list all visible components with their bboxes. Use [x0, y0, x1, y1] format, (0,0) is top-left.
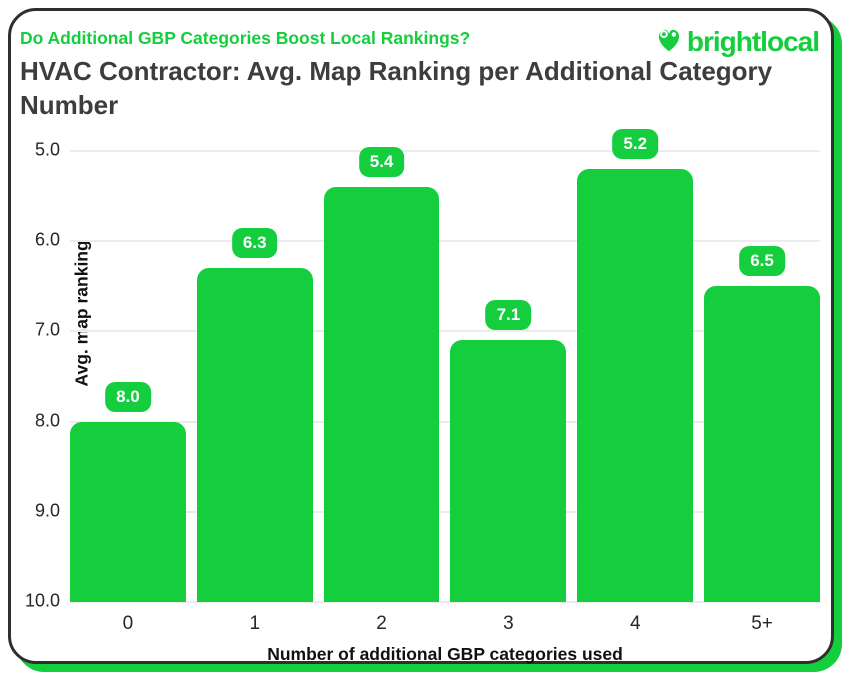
x-axis-label: Number of additional GBP categories used — [267, 644, 623, 664]
y-tick-label: 10.0 — [24, 590, 60, 611]
x-tick-label: 1 — [249, 613, 261, 634]
chart-kicker: Do Additional GBP Categories Boost Local… — [20, 28, 471, 48]
gridline — [70, 150, 820, 152]
gridline — [70, 601, 820, 603]
y-tick-label: 9.0 — [34, 500, 60, 521]
bar-slot: 5.2 — [577, 129, 694, 602]
value-badge: 5.4 — [358, 147, 405, 178]
x-tick-label: 4 — [629, 613, 641, 634]
bar-category-5+ — [704, 286, 820, 602]
bar-category-1 — [196, 268, 313, 602]
y-tick-label: 7.0 — [34, 319, 60, 340]
value-badge: 5.2 — [612, 129, 659, 160]
y-tick-label: 8.0 — [34, 410, 60, 431]
plot-area: 5.0 6.0 7.0 8.0 9.0 10.0 8.0 6.3 5.4 7.1 5.2 6.5 — [25, 129, 820, 610]
brightlocal-logo: brightlocal — [654, 24, 820, 59]
x-tick-label: 5+ — [751, 613, 773, 634]
x-tick-label: 0 — [122, 613, 134, 634]
bar-slot: 8.0 — [70, 151, 186, 602]
y-tick-label: 5.0 — [34, 139, 60, 160]
gridline — [70, 330, 820, 333]
brightlocal-logo-text: brightlocal — [686, 25, 820, 57]
x-tick-label: 3 — [503, 613, 514, 634]
x-tick-label: 2 — [376, 613, 387, 634]
gridline — [70, 240, 820, 243]
bar-slot: 7.1 — [450, 151, 567, 602]
brightlocal-heart-pin-icon — [654, 24, 684, 59]
value-badge: 7.1 — [485, 300, 532, 331]
bars-container: 8.0 6.3 5.4 7.1 5.2 6.5 — [70, 129, 820, 602]
bar-slot: 5.4 — [323, 147, 440, 602]
bar-category-3 — [450, 340, 567, 602]
y-tick-label: 6.0 — [34, 229, 60, 250]
bar-slot: 6.3 — [196, 151, 313, 602]
chart-card: Do Additional GBP Categories Boost Local… — [8, 8, 834, 664]
value-badge: 8.0 — [105, 381, 151, 412]
bar-category-4 — [577, 169, 694, 602]
x-tick-labels: 0 1 2 3 4 5+ — [70, 613, 820, 635]
bar-category-2 — [323, 187, 440, 602]
gridline — [70, 420, 820, 423]
chart-title: HVAC Contractor: Avg. Map Ranking per Ad… — [20, 56, 773, 120]
value-badge: 6.5 — [739, 246, 785, 277]
value-badge: 6.3 — [231, 228, 278, 259]
bar-slot: 6.5 — [704, 151, 820, 602]
gridline — [70, 510, 820, 513]
bar-category-0 — [70, 421, 186, 602]
